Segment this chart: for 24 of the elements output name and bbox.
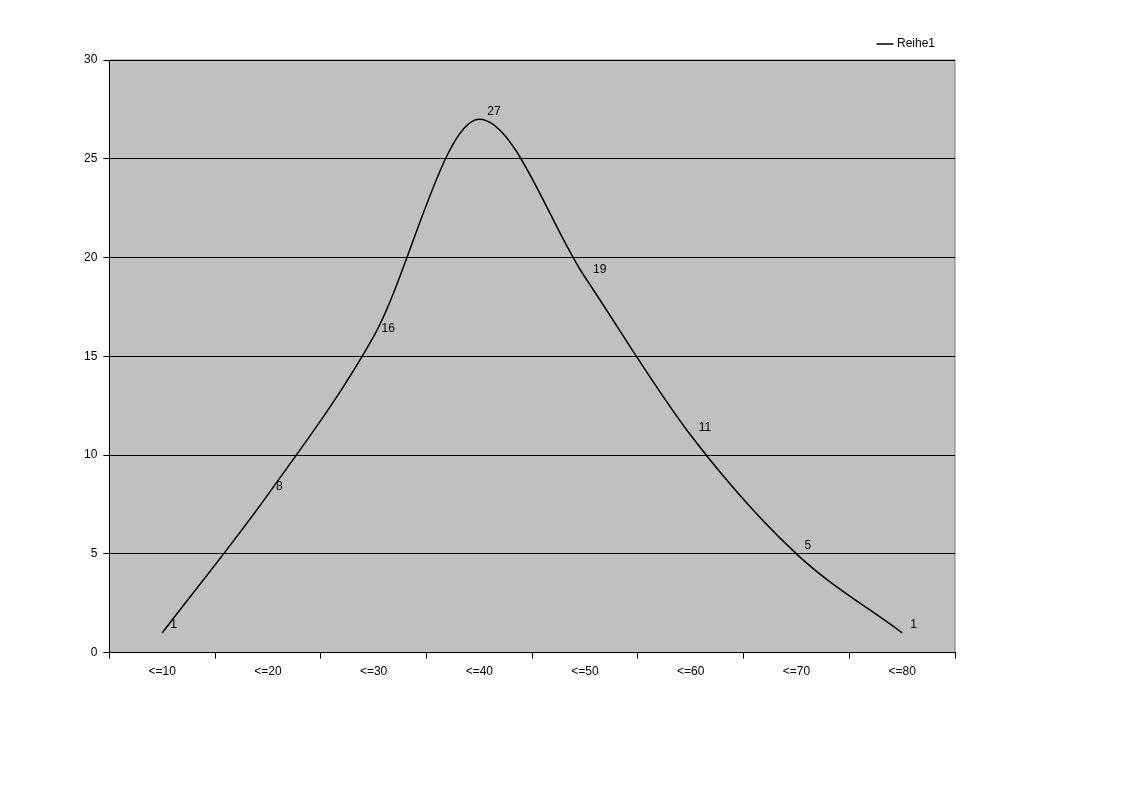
x-tick-label: <=40	[465, 664, 494, 679]
data-label: 1	[170, 617, 178, 632]
y-tick-label: 5	[90, 546, 98, 561]
y-tick-label: 25	[83, 151, 98, 166]
data-label: 16	[381, 320, 396, 335]
data-label: 27	[487, 103, 501, 118]
y-tick-label: 10	[83, 447, 98, 462]
x-tick-label: <=80	[888, 664, 917, 679]
x-tick-label: <=70	[782, 664, 811, 679]
x-tick-label: <=60	[677, 664, 705, 679]
x-tick-label: <=50	[571, 664, 600, 679]
y-tick-label: 30	[83, 52, 98, 67]
data-label: 11	[698, 419, 712, 434]
y-tick-label: 20	[83, 249, 98, 264]
y-tick-label: 0	[90, 644, 98, 659]
x-tick-label: <=30	[359, 664, 388, 679]
legend-label: Reihe1	[896, 36, 936, 51]
data-label: 5	[804, 538, 812, 553]
x-tick-label: <=10	[148, 664, 177, 679]
data-label: 1	[910, 617, 918, 632]
data-label: 8	[275, 478, 283, 493]
x-tick-label: <=20	[254, 664, 282, 679]
y-tick-label: 15	[83, 348, 98, 363]
data-label: 19	[593, 261, 607, 276]
